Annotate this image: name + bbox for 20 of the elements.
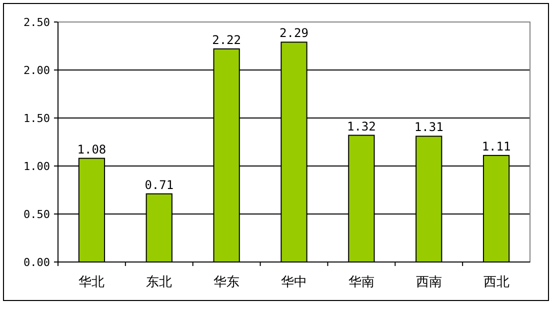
data-label: 1.11 [482, 139, 511, 154]
y-tick-label: 0.00 [24, 256, 50, 269]
y-tick-label: 1.50 [24, 112, 50, 125]
x-tick-label: 华东 [214, 274, 240, 289]
x-tick-label: 华中 [281, 274, 307, 289]
data-label: 2.29 [280, 26, 308, 40]
data-label: 2.22 [212, 32, 242, 47]
y-tick-label: 0.50 [24, 208, 50, 221]
y-tick-label: 1.00 [24, 160, 50, 173]
data-label: 1.31 [414, 120, 444, 134]
x-tick-label: 华南 [348, 274, 374, 289]
x-tick-label: 东北 [146, 274, 172, 289]
x-tick-label: 西南 [416, 274, 442, 289]
x-tick-label: 华北 [78, 274, 105, 289]
y-tick-label: 2.00 [24, 64, 50, 77]
data-label: 0.71 [144, 178, 174, 192]
y-tick-label: 2.50 [24, 16, 50, 29]
data-label: 1.08 [77, 142, 106, 156]
data-label: 1.32 [346, 119, 376, 134]
x-tick-label: 西北 [483, 274, 510, 289]
